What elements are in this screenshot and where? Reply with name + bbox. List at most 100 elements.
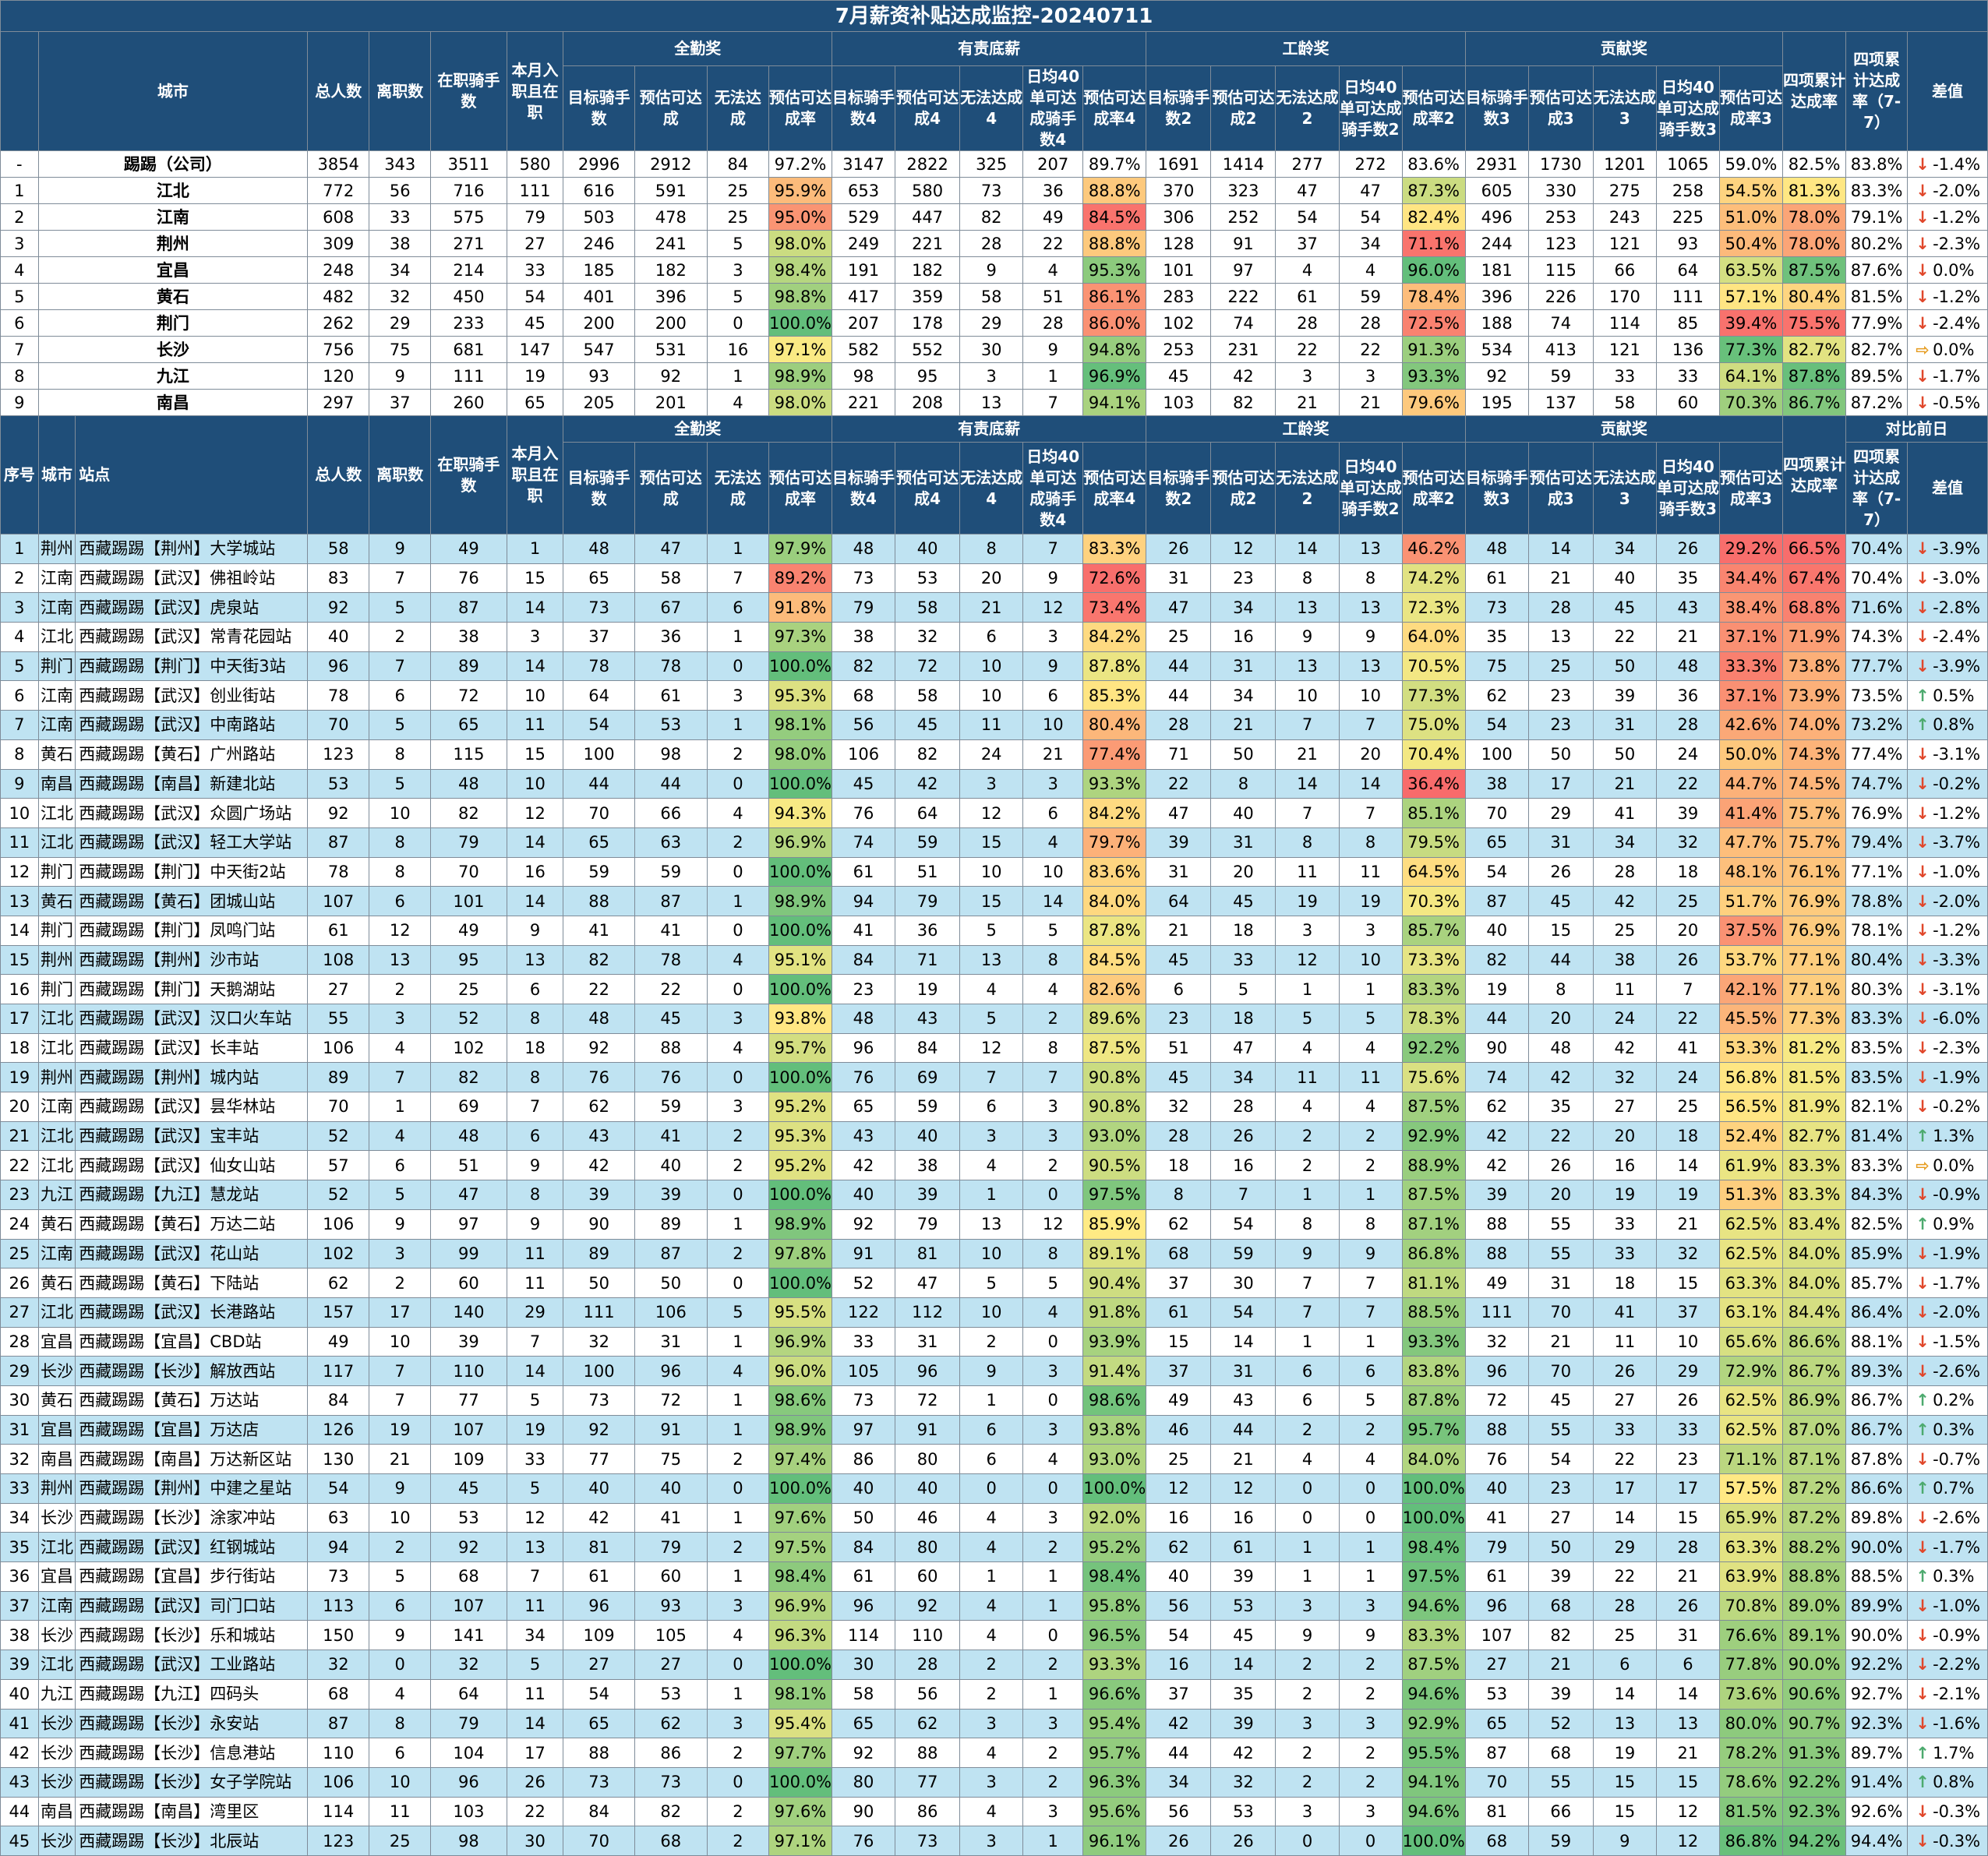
cell: 253 bbox=[1528, 204, 1593, 231]
cell: 111 bbox=[431, 363, 507, 390]
cell: 71 bbox=[1146, 739, 1211, 769]
cell: 92.2% bbox=[1402, 1033, 1465, 1063]
cell: 25 bbox=[1528, 651, 1593, 681]
cell: 31 bbox=[895, 1327, 960, 1357]
cell: 29 bbox=[507, 1297, 563, 1327]
cell: 195 bbox=[1465, 390, 1528, 416]
cell: 45 bbox=[1593, 593, 1656, 623]
diff-value: -1.5% bbox=[1933, 1332, 1980, 1351]
cell: 65 bbox=[507, 390, 563, 416]
cell: 73 bbox=[960, 178, 1023, 204]
cell: 92.3% bbox=[1846, 1709, 1908, 1738]
cell: 79 bbox=[895, 1209, 960, 1239]
city-name: 长沙 bbox=[38, 1826, 76, 1856]
cell: 91.8% bbox=[768, 593, 832, 623]
cell: 1 bbox=[507, 535, 563, 564]
cell: 15 bbox=[1146, 1327, 1211, 1357]
cell: 42 bbox=[1146, 1709, 1211, 1738]
cell: 83.3% bbox=[1846, 1151, 1908, 1180]
cell: 0 bbox=[1023, 1327, 1083, 1357]
cell: 89 bbox=[634, 1209, 707, 1239]
cell: 3 bbox=[1023, 1121, 1083, 1151]
cell: 47 bbox=[1339, 178, 1402, 204]
cell: 95.2% bbox=[1083, 1533, 1146, 1562]
arrow-down-icon: ↓ bbox=[1912, 1097, 1933, 1116]
station-name: 西藏踢踢【武汉】司门口站 bbox=[76, 1591, 308, 1621]
cell: 95.7% bbox=[1083, 1738, 1146, 1768]
cell: 24 bbox=[1656, 1063, 1719, 1092]
cell: 49 bbox=[431, 916, 507, 945]
cell: 0 bbox=[1023, 1621, 1083, 1650]
hdr-quit: 离职数 bbox=[369, 32, 431, 151]
cell: 21 bbox=[369, 1445, 431, 1474]
cell: 100 bbox=[563, 1357, 634, 1386]
cell: 10 bbox=[1023, 857, 1083, 887]
cell: 2 bbox=[1276, 1121, 1339, 1151]
cell: 83.8% bbox=[1846, 151, 1908, 178]
cell: 33 bbox=[369, 204, 431, 231]
hdr-sub2: 目标骑手数3 bbox=[1465, 443, 1528, 535]
cell: 30 bbox=[832, 1650, 895, 1680]
cell: 1 bbox=[707, 623, 768, 652]
cell: 34 bbox=[1146, 1767, 1211, 1797]
cell: 52.4% bbox=[1719, 1121, 1782, 1151]
row-index: 13 bbox=[1, 887, 39, 916]
hdr-sub2: 预估可达成率2 bbox=[1402, 443, 1465, 535]
cell: 98.4% bbox=[1083, 1562, 1146, 1592]
cell: 77.9% bbox=[1846, 310, 1908, 337]
cell: 137 bbox=[1528, 390, 1593, 416]
city-name: 南昌 bbox=[38, 769, 76, 799]
cell: 42 bbox=[1211, 363, 1276, 390]
cell: 98.4% bbox=[768, 1562, 832, 1592]
cell: 83.3% bbox=[1846, 178, 1908, 204]
diff-cell: ↑ 0.5% bbox=[1908, 681, 1988, 711]
cell: 42.1% bbox=[1719, 975, 1782, 1004]
station-name: 西藏踢踢【长沙】北辰站 bbox=[76, 1826, 308, 1856]
cell: 93 bbox=[1656, 231, 1719, 257]
cell: 87.5% bbox=[1402, 1092, 1465, 1122]
cell: 74.2% bbox=[1402, 563, 1465, 593]
cell: 0 bbox=[1339, 1503, 1402, 1533]
station-row: 4 江北 西藏踢踢【武汉】常青花园站 40 2 38 3 37 36 1 97.3% 38 32 6 3 84… bbox=[1, 623, 1988, 652]
diff-cell: ↓ -0.9% bbox=[1908, 1180, 1988, 1210]
city-name: 荆州 bbox=[38, 1063, 76, 1092]
cell: 2 bbox=[707, 827, 768, 857]
cell: 12 bbox=[960, 1033, 1023, 1063]
cell: 18 bbox=[507, 1033, 563, 1063]
row-index: 34 bbox=[1, 1503, 39, 1533]
cell: 41 bbox=[563, 916, 634, 945]
city-name: 江南 bbox=[38, 681, 76, 711]
cell: 85.9% bbox=[1083, 1209, 1146, 1239]
cell: 3 bbox=[1339, 1591, 1402, 1621]
cell: 53.3% bbox=[1719, 1033, 1782, 1063]
cell: 110 bbox=[895, 1621, 960, 1650]
city-name: 荆州 bbox=[38, 1474, 76, 1504]
diff-cell: ↓ -3.9% bbox=[1908, 535, 1988, 564]
cell: 4 bbox=[707, 1033, 768, 1063]
cell: 1 bbox=[1276, 1533, 1339, 1562]
cell: 87.2% bbox=[1783, 1474, 1846, 1504]
cell: 87 bbox=[1465, 1738, 1528, 1768]
row-index: 41 bbox=[1, 1709, 39, 1738]
station-row: 18 江北 西藏踢踢【武汉】长丰站 106 4 102 18 92 88 4 95.7% 96 84 12… bbox=[1, 1033, 1988, 1063]
cell: 5 bbox=[960, 1004, 1023, 1034]
station-row: 34 长沙 西藏踢踢【长沙】涂家冲站 63 10 53 12 42 41 1 97.6% 50 46 4 3… bbox=[1, 1503, 1988, 1533]
cell: 52 bbox=[832, 1269, 895, 1298]
cell: 96 bbox=[895, 1357, 960, 1386]
hdr-sub: 预估可达成率4 bbox=[1083, 66, 1146, 151]
cell: 37 bbox=[1276, 231, 1339, 257]
cell: 97.1% bbox=[768, 337, 832, 363]
cell: 22 bbox=[1593, 1562, 1656, 1592]
row-index: 35 bbox=[1, 1533, 39, 1562]
cell: 447 bbox=[895, 204, 960, 231]
city-name: 九江 bbox=[38, 363, 308, 390]
cell: 64 bbox=[563, 681, 634, 711]
cell: 21 bbox=[1528, 563, 1593, 593]
cell: 86.8% bbox=[1719, 1826, 1782, 1856]
row-index: 30 bbox=[1, 1385, 39, 1415]
cell: 100.0% bbox=[768, 1767, 832, 1797]
cell: 123 bbox=[308, 739, 369, 769]
cell: 87.5% bbox=[1783, 257, 1846, 284]
row-index: 2 bbox=[1, 204, 39, 231]
cell: 98 bbox=[431, 1826, 507, 1856]
